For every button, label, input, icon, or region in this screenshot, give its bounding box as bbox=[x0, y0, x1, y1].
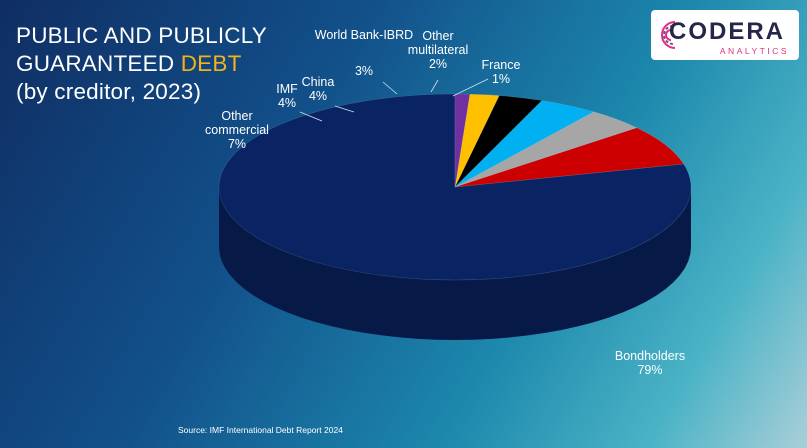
pie-slice-imf bbox=[454, 111, 638, 188]
title-accent: DEBT bbox=[180, 51, 242, 76]
data-label-other-multilateral: Other multilateral 2% bbox=[408, 29, 468, 71]
title-line-2: GUARANTEED bbox=[16, 51, 181, 76]
pie-slice-bondholders bbox=[218, 93, 692, 281]
data-label-china: China 4% bbox=[302, 75, 335, 103]
leader-line-other-multilateral bbox=[430, 79, 439, 93]
logo-brand: CODERA bbox=[669, 18, 786, 45]
data-label-other-commercial: Other commercial 7% bbox=[205, 109, 269, 151]
data-label-france: France 1% bbox=[482, 58, 521, 86]
leader-line-world-bank-ibrd bbox=[382, 81, 398, 95]
title-line-1: PUBLIC AND PUBLICLY bbox=[16, 23, 267, 48]
fingerprint-icon bbox=[661, 21, 676, 49]
pie-slices bbox=[218, 93, 692, 340]
pie-slice-china bbox=[454, 100, 595, 188]
pie-slice-france bbox=[454, 93, 471, 188]
pie-slice-world-bank-ibrd bbox=[454, 95, 543, 188]
data-label-bondholders: Bondholders 79% bbox=[615, 349, 685, 377]
logo-tagline: ANALYTICS bbox=[719, 46, 789, 56]
data-label-world-bank-ibrd: World Bank-IBRD bbox=[315, 28, 413, 42]
data-value-world-bank-ibrd: 3% bbox=[355, 64, 373, 78]
chart-title: PUBLIC AND PUBLICLY GUARANTEED DEBT (by … bbox=[16, 22, 267, 106]
codera-logo: CODERA ANALYTICS bbox=[651, 10, 799, 60]
pie-slice-other-commercial bbox=[454, 127, 685, 188]
leader-line-france bbox=[452, 78, 489, 97]
pie-slice-other-multilateral bbox=[454, 93, 500, 188]
data-label-imf: IMF 4% bbox=[276, 82, 298, 110]
source-note: Source: IMF International Debt Report 20… bbox=[178, 425, 343, 435]
pie-labels: Bondholders 79% Other commercial 7% IMF 4%Chin… bbox=[205, 28, 685, 377]
pie-side-bondholders bbox=[219, 187, 691, 340]
leader-line-imf bbox=[299, 111, 323, 122]
leader-line-china bbox=[334, 105, 355, 113]
chart-subtitle: (by creditor, 2023) bbox=[16, 79, 202, 104]
